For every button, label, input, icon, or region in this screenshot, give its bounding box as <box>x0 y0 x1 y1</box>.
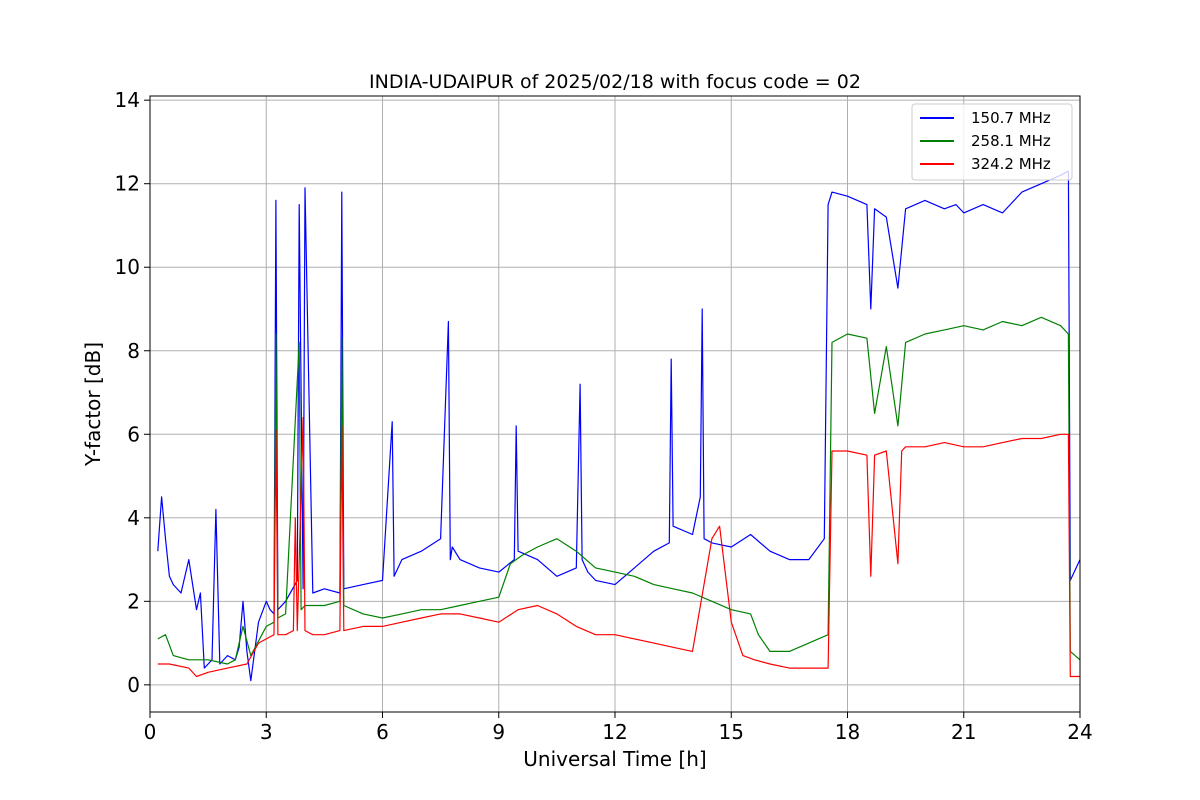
legend-label-150: 150.7 MHz <box>971 109 1051 127</box>
series-line-1 <box>157 316 1081 665</box>
chart-title: INDIA-UDAIPUR of 2025/02/18 with focus c… <box>369 71 861 93</box>
x-tick-label: 12 <box>602 720 627 744</box>
y-tick-label: 2 <box>127 589 140 613</box>
y-tick-label: 0 <box>127 673 140 697</box>
y-tick-label: 4 <box>127 506 140 530</box>
x-tick-label: 18 <box>835 720 860 744</box>
y-axis-ticks: 0 2 4 6 8 10 12 14 <box>115 88 150 697</box>
series-line-0 <box>157 170 1081 682</box>
x-tick-label: 24 <box>1067 720 1092 744</box>
y-tick-label: 6 <box>127 422 140 446</box>
x-tick-label: 9 <box>492 720 505 744</box>
x-tick-label: 15 <box>719 720 744 744</box>
series-group <box>157 170 1081 682</box>
y-axis-label: Y-factor [dB] <box>81 342 105 467</box>
x-tick-label: 3 <box>260 720 273 744</box>
legend-label-324: 324.2 MHz <box>971 155 1051 173</box>
x-tick-label: 6 <box>376 720 389 744</box>
series-line-2 <box>157 417 1080 678</box>
x-tick-label: 0 <box>144 720 157 744</box>
legend-label-258: 258.1 MHz <box>971 132 1051 150</box>
y-tick-label: 10 <box>115 255 140 279</box>
y-tick-label: 8 <box>127 339 140 363</box>
x-axis-label: Universal Time [h] <box>523 747 706 771</box>
legend-box <box>911 103 1073 181</box>
x-tick-label: 21 <box>951 720 976 744</box>
x-axis-ticks: 0 3 6 9 12 15 18 21 24 <box>144 712 1093 744</box>
y-tick-label: 12 <box>115 172 140 196</box>
legend: 150.7 MHz 258.1 MHz 324.2 MHz <box>911 103 1073 181</box>
y-tick-label: 14 <box>115 88 140 112</box>
